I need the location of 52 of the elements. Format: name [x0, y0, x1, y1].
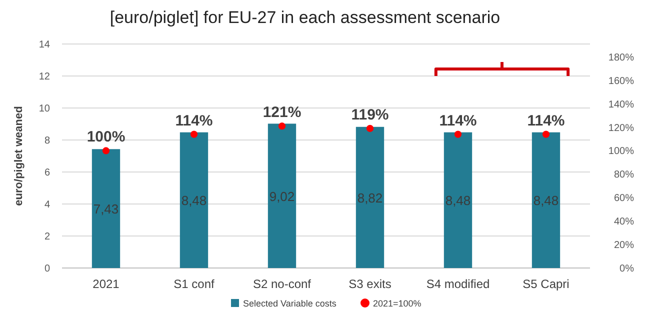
point — [190, 130, 198, 138]
x-tick-label: S3 exits — [348, 277, 392, 291]
data-label: 8,48 — [181, 193, 207, 208]
y-tick-label: 4 — [44, 200, 50, 210]
y-tick-label: 6 — [44, 168, 50, 178]
data-label: 8,82 — [357, 190, 383, 206]
point — [366, 124, 374, 132]
point — [542, 130, 550, 138]
data-label: 119% — [351, 106, 389, 124]
data-label: 100% — [86, 128, 126, 146]
legend-label: Selected Variable costs — [243, 298, 337, 308]
y2-tick-label: 160% — [608, 76, 634, 87]
y-tick-label: 0 — [44, 264, 50, 274]
bar — [180, 132, 208, 268]
y2-tick-label: 60% — [614, 193, 634, 204]
y2-tick-label: 180% — [608, 52, 634, 64]
x-tick-label: S2 no-conf — [252, 277, 312, 291]
y2-tick-label: 120% — [608, 122, 634, 134]
x-tick-label: S5 Capri — [522, 277, 570, 291]
bar — [268, 124, 296, 268]
data-label: 8,48 — [533, 193, 559, 208]
x-tick-label: S4 modified — [426, 277, 490, 291]
bar — [356, 126, 384, 268]
y-tick-label: 2 — [44, 232, 50, 242]
y2-tick-label: 140% — [608, 99, 634, 110]
legend-label: 2021=100% — [373, 298, 422, 308]
data-label: 7,43 — [93, 202, 119, 217]
data-label: 8,48 — [445, 193, 471, 208]
y2-tick-label: 0% — [620, 264, 634, 274]
data-label: 121% — [262, 104, 302, 122]
chart-title: [euro/piglet] for EU-27 in each assessment scenario — [110, 8, 500, 27]
y-tick-label: 10 — [38, 104, 50, 114]
y2-tick-label: 80% — [614, 170, 634, 181]
y-tick-label: 14 — [38, 40, 50, 50]
data-label: 114% — [175, 112, 213, 130]
y-axis-title: euro/piglet weaned — [13, 106, 25, 206]
y2-tick-label: 20% — [614, 240, 634, 252]
bar — [532, 132, 560, 268]
bar — [444, 132, 472, 268]
y2-tick-label: 40% — [614, 216, 634, 228]
x-tick-label: S1 conf — [174, 277, 216, 291]
point — [278, 122, 286, 130]
y2-tick-label: 100% — [608, 146, 634, 158]
y-tick-label: 12 — [38, 72, 50, 82]
bar — [92, 149, 120, 268]
data-label: 114% — [527, 112, 565, 130]
point — [102, 147, 110, 154]
y-tick-label: 8 — [44, 136, 50, 146]
data-label: 114% — [439, 112, 477, 130]
data-label: 9,02 — [269, 188, 295, 204]
point — [454, 130, 462, 138]
x-tick-label: 2021 — [92, 277, 120, 291]
